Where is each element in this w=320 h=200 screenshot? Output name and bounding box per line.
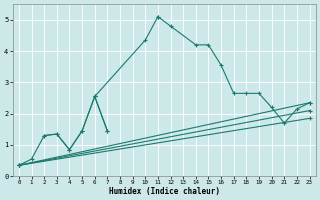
X-axis label: Humidex (Indice chaleur): Humidex (Indice chaleur)	[109, 187, 220, 196]
